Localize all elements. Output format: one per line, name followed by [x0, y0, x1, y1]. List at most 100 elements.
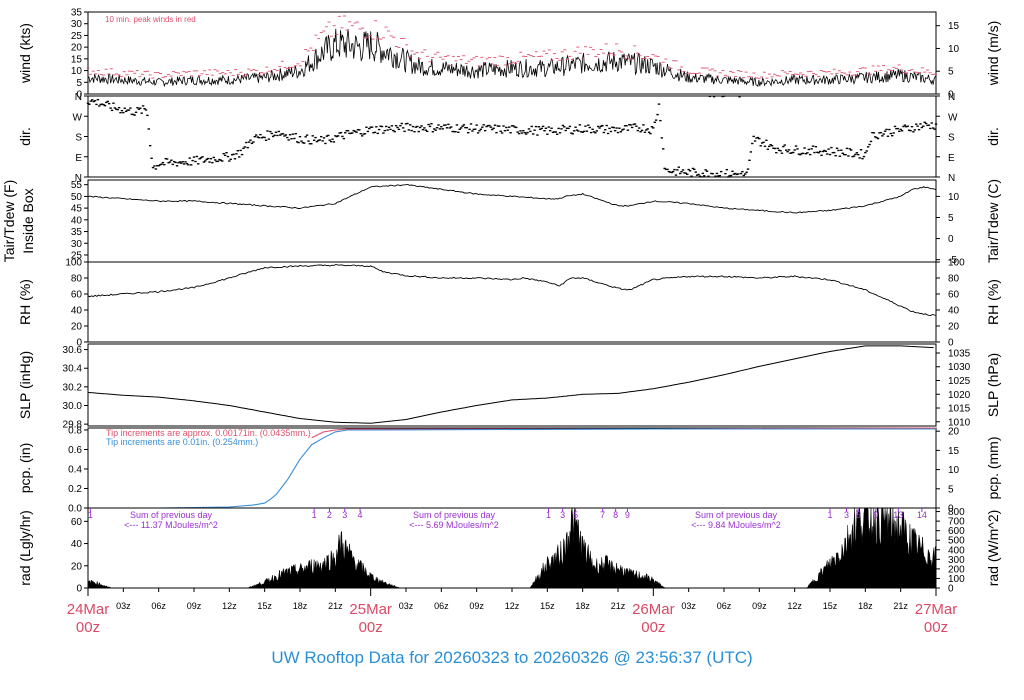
rad-hour-marker: 1: [827, 510, 832, 520]
temp-left-tick-label: 30: [71, 239, 83, 250]
footer-time: 23:56:37: [635, 648, 702, 667]
temp-left-tick-label: 50: [71, 192, 83, 203]
rad-right-tick-label: 600: [948, 526, 965, 537]
rad-day-sum-value: <--- 9.84 MJoules/m^2: [691, 520, 781, 530]
slp-left-tick-label: 29.8: [63, 420, 83, 431]
wind-left-tick-label: 10: [71, 66, 83, 77]
rad-left-tick-label: 40: [71, 539, 83, 550]
temp-left-tick-label: 25: [71, 250, 83, 261]
x-date-hour-label: 00z: [359, 619, 383, 636]
pcp-right-tick-label: 10: [948, 465, 960, 476]
x-hour-label: 12z: [222, 601, 237, 611]
rh-right-tick-label: 60: [948, 290, 960, 301]
pcp-series-tips: [88, 428, 936, 509]
wind-frame: [87, 11, 937, 95]
temp-ylabel2: Inside Box: [20, 188, 36, 253]
rh-ylabel: RH (%): [17, 279, 33, 325]
rad-hour-marker: 1: [88, 510, 93, 520]
rh-left-tick-label: 80: [71, 274, 83, 285]
rad-left-tick-label: 60: [71, 517, 83, 528]
dir-right-tick-label: E: [948, 153, 955, 164]
x-hour-label: 09z: [752, 601, 767, 611]
x-date-label: 25Mar: [349, 601, 392, 618]
wind-left-tick-label: 15: [71, 54, 83, 65]
dir-right-tick-label: N: [948, 92, 955, 103]
x-date-hour-label: 00z: [924, 619, 948, 636]
wind-right-tick-label: 0: [948, 90, 954, 101]
dir-right-tick-label: N: [948, 173, 955, 184]
pcp-ylabel-right: pcp. (mm): [985, 437, 1001, 500]
slp-right-tick-label: 1020: [948, 390, 971, 401]
rad-hour-marker: 1: [312, 510, 317, 520]
dir-ylabel: dir.: [17, 127, 33, 146]
dir-left-tick-label: E: [75, 153, 82, 164]
x-hour-label: 09z: [187, 601, 202, 611]
rad-hour-marker: 9: [625, 510, 630, 520]
rad-day-sum-label: Sum of previous day: [695, 510, 778, 520]
pcp-right-tick-label: 20: [948, 427, 960, 438]
wind-right-tick-label: 10: [948, 44, 960, 55]
x-date-hour-label: 00z: [641, 619, 665, 636]
dir-right-tick-label: W: [948, 112, 958, 123]
wind-left-tick-label: 0: [76, 90, 82, 101]
slp-ylabel: SLP (inHg): [17, 351, 33, 419]
rad-ylabel-right: rad (W/m^2): [985, 510, 1001, 587]
rh-ylabel-right: RH (%): [985, 279, 1001, 325]
x-hour-label: 12z: [787, 601, 802, 611]
wind-ylabel: wind (kts): [17, 23, 33, 84]
pcp-right-tick-label: 0: [948, 504, 954, 515]
dir-left-tick-label: S: [75, 133, 82, 144]
rad-hour-marker: 5: [856, 510, 861, 520]
rad-hour-marker: 5: [573, 510, 578, 520]
pcp-right-tick-label: 15: [948, 446, 960, 457]
rad-right-tick-label: 300: [948, 555, 965, 566]
x-hour-label: 21z: [611, 601, 626, 611]
temp-ylabel-right: Tair/Tdew (C): [985, 179, 1001, 263]
x-hour-label: 15z: [823, 601, 838, 611]
x-hour-label: 06z: [151, 601, 166, 611]
rad-day-sum-value: <--- 11.37 MJoules/m^2: [124, 520, 218, 530]
x-hour-label: 03z: [116, 601, 131, 611]
wind-speed-series: [87, 28, 937, 88]
footer-tz: (UTC): [706, 648, 753, 667]
slp-right-tick-label: 1030: [948, 362, 971, 373]
footer-end-date: 20260326: [533, 648, 609, 667]
wind-left-tick-label: 25: [71, 31, 83, 42]
temp-frame: [87, 179, 937, 263]
slp-series: [87, 345, 934, 424]
temp-left-tick-label: 40: [71, 215, 83, 226]
temp-left-tick-label: 35: [71, 227, 83, 238]
rh-right-tick-label: 40: [948, 306, 960, 317]
temp-left-tick-label: 55: [71, 180, 83, 191]
slp-right-tick-label: 1035: [948, 348, 971, 359]
slp-right-tick-label: 1025: [948, 376, 971, 387]
rad-hour-marker: 3: [844, 510, 849, 520]
x-date-label: 26Mar: [632, 601, 675, 618]
x-hour-label: 12z: [505, 601, 520, 611]
pcp-left-tick-label: 0.8: [68, 425, 82, 436]
x-hour-label: 18z: [575, 601, 590, 611]
rad-hour-marker: 9: [873, 510, 878, 520]
rad-right-tick-label: 200: [948, 564, 965, 575]
rh-right-tick-label: 100: [948, 258, 965, 269]
temp-left-tick-label: 45: [71, 204, 83, 215]
rad-hour-marker: 4: [358, 510, 363, 520]
pcp-note-blue: Tip increments are 0.01in. (0.254mm.): [106, 437, 258, 447]
rh-series: [87, 264, 937, 316]
x-date-label: 24Mar: [67, 601, 110, 618]
rh-left-tick-label: 0: [76, 338, 82, 349]
rh-left-tick-label: 20: [71, 322, 83, 333]
pcp-left-tick-label: 0.6: [68, 445, 82, 456]
footer-prefix: UW Rooftop Data for: [271, 648, 430, 667]
wind-right-tick-label: 5: [948, 67, 954, 78]
temp-right-tick-label: 0: [948, 234, 954, 245]
rh-left-tick-label: 60: [71, 290, 83, 301]
rad-day-sum-label: Sum of previous day: [130, 510, 213, 520]
footer-to: to: [514, 648, 529, 667]
x-hour-label: 03z: [681, 601, 696, 611]
dir-left-tick-label: W: [73, 112, 83, 123]
x-hour-label: 21z: [328, 601, 343, 611]
dir-frame: [87, 95, 937, 178]
rad-right-tick-label: 700: [948, 517, 965, 528]
